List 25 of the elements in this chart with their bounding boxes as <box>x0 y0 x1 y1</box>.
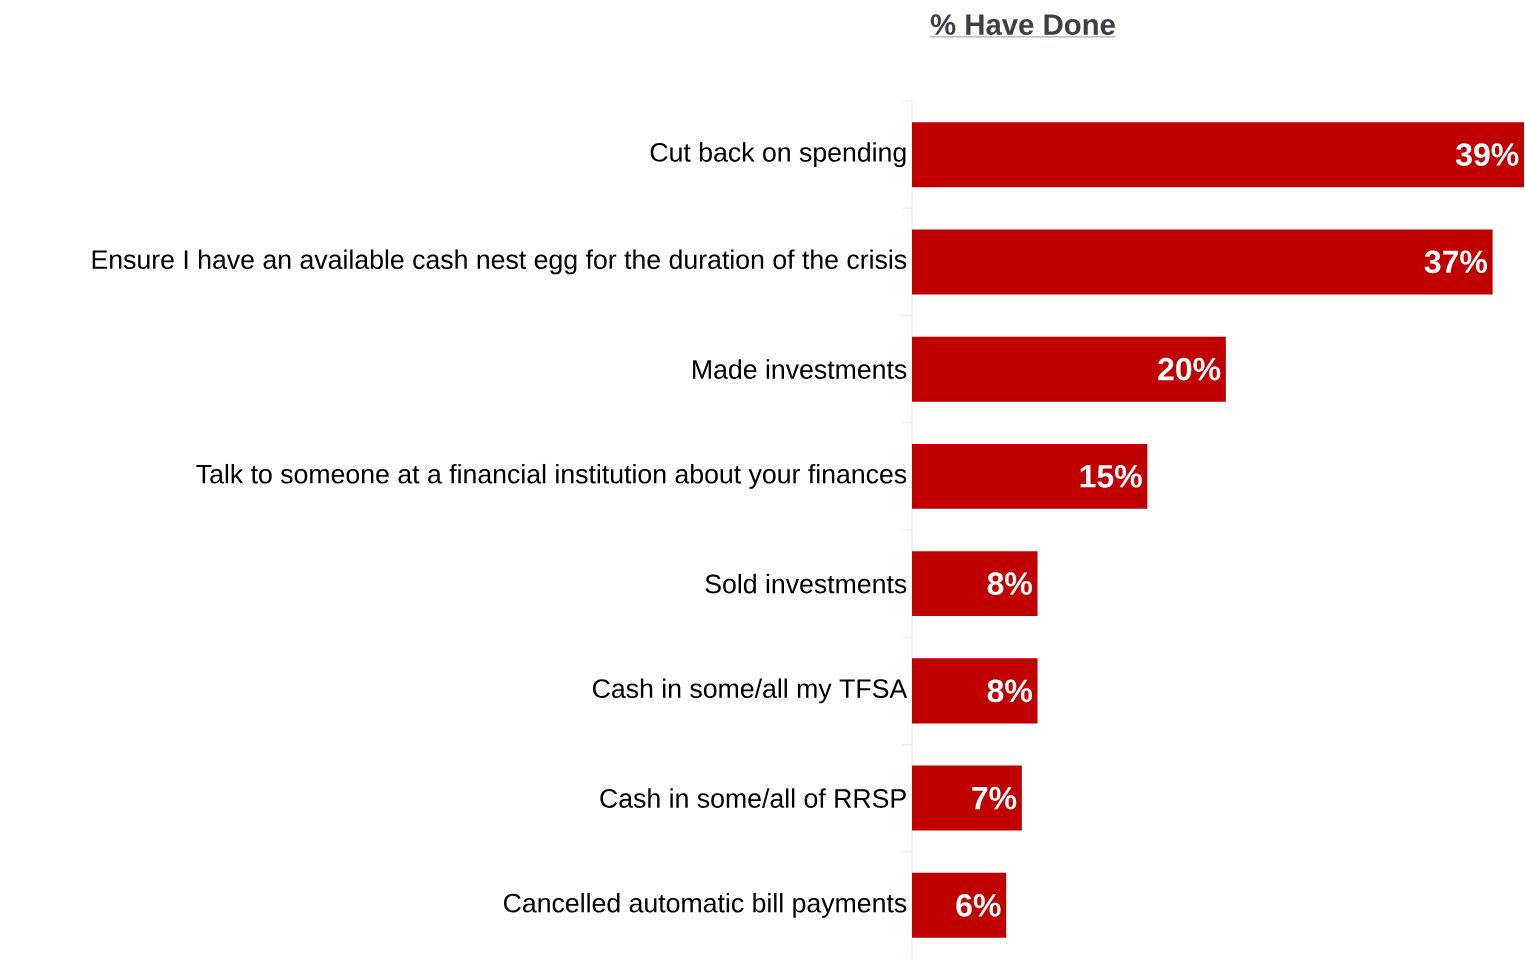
data-label: 37% <box>1424 250 1488 274</box>
bar <box>912 872 1007 938</box>
y-tick-label: Made investments <box>693 359 907 379</box>
y-tick-label: Sold investments <box>705 573 907 594</box>
data-label: 8% <box>987 679 1032 703</box>
bar <box>912 229 1493 295</box>
y-tick-label: Ensure I have an available cash nest egg for the duration of the crisis <box>92 249 907 275</box>
chart-title: % Have Done <box>930 14 1115 35</box>
bar <box>912 765 1022 831</box>
y-tick-label: Talk to someone at a financial institution about your finances <box>196 463 907 489</box>
data-label: 8% <box>987 572 1032 595</box>
y-tick-label: Cancelled automatic bill payments <box>504 892 907 918</box>
bar <box>912 443 1148 509</box>
y-tick-label: Cash in some/all of RRSP <box>600 788 906 808</box>
bar <box>912 122 1524 188</box>
y-tick-label: Cut back on spending <box>650 142 906 168</box>
bar <box>912 658 1038 724</box>
data-label: 20% <box>1158 357 1221 381</box>
data-label: 15% <box>1080 465 1142 488</box>
bar <box>912 551 1038 617</box>
data-label: 39% <box>1455 143 1519 166</box>
y-tick-label: Cash in some/all my TFSA <box>593 678 908 704</box>
bar <box>912 336 1226 402</box>
data-label: 6% <box>956 894 1001 917</box>
data-label: 7% <box>972 786 1017 810</box>
